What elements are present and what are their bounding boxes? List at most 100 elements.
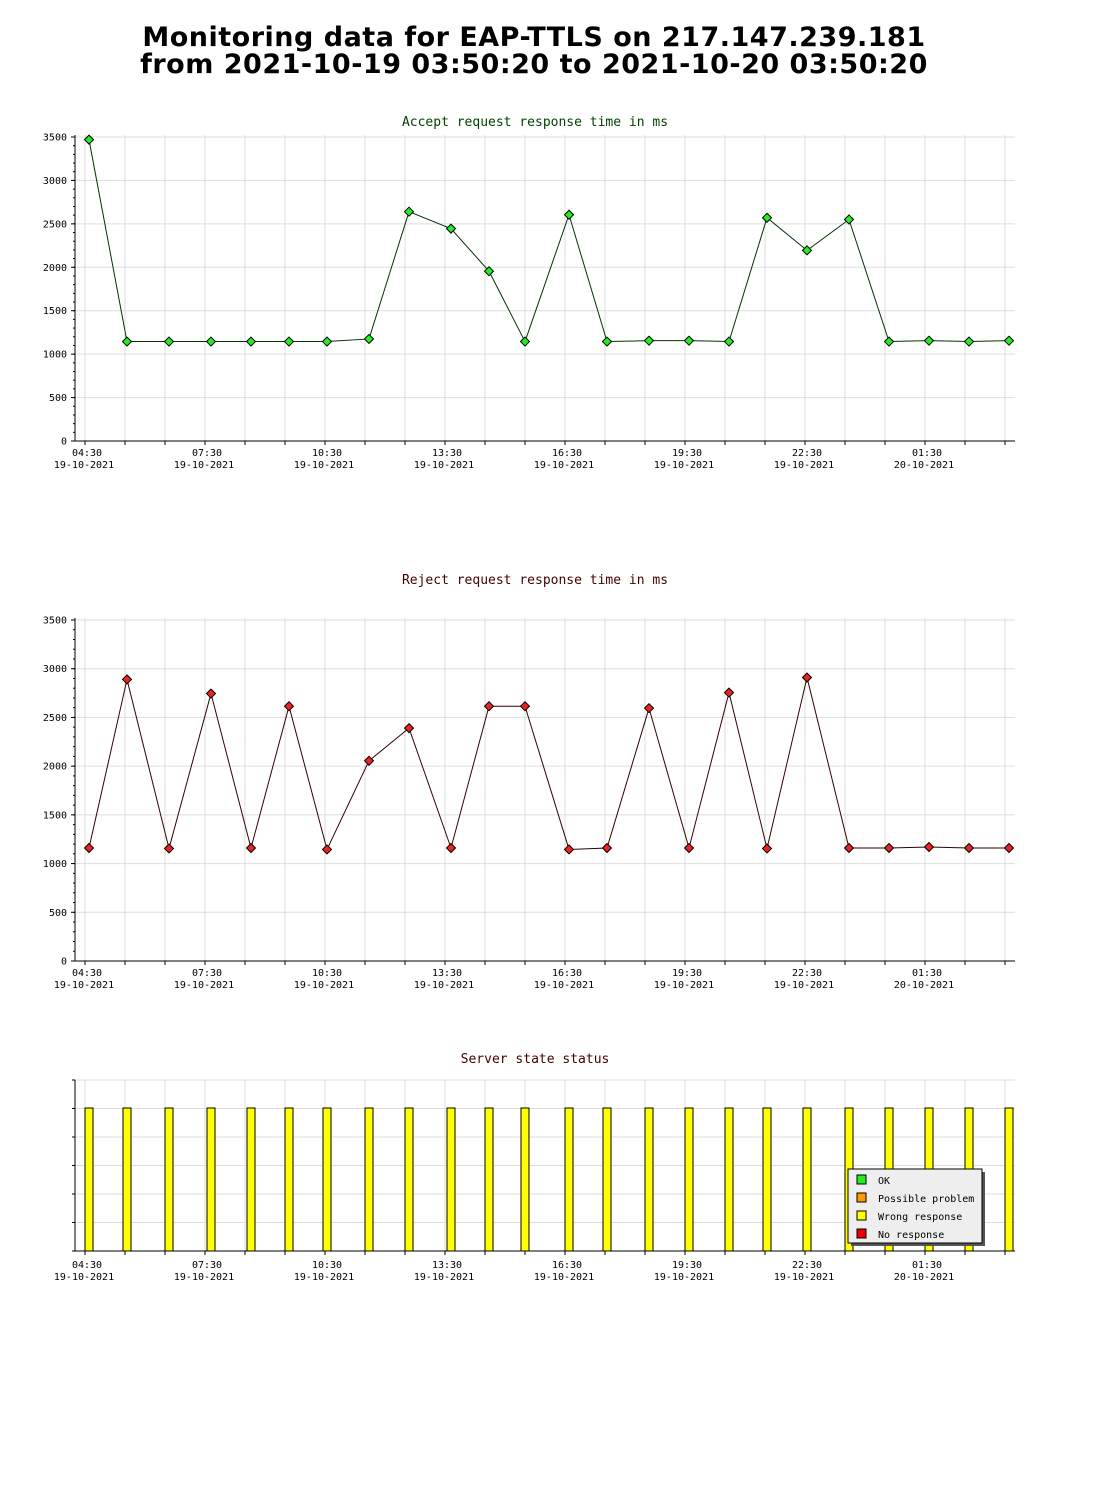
data-point <box>1003 842 1015 854</box>
data-point <box>363 333 375 345</box>
data-point <box>723 336 735 347</box>
status-bar <box>802 1107 812 1252</box>
x-tick-label-time: 01:30 <box>912 1260 942 1271</box>
status-bar <box>684 1107 694 1252</box>
status-bar <box>602 1107 612 1252</box>
data-point <box>245 336 257 347</box>
data-point <box>205 688 217 699</box>
data-point <box>883 336 895 347</box>
y-tick-label: 1500 <box>43 810 67 821</box>
x-tick-label-date: 19-10-2021 <box>414 460 474 471</box>
x-tick-label-date: 19-10-2021 <box>774 980 834 991</box>
chart-2: Reject request response time in ms 0 500 10… <box>43 573 1015 991</box>
x-tick-label-time: 13:30 <box>432 448 462 459</box>
status-bar <box>84 1107 94 1252</box>
data-point <box>683 842 695 854</box>
x-tick-label-time: 19:30 <box>672 968 702 979</box>
data-point <box>963 842 975 854</box>
data-point <box>163 843 175 854</box>
x-tick-label-time: 10:30 <box>312 448 342 459</box>
data-point <box>801 672 813 683</box>
data-point <box>403 206 415 217</box>
chart-1: Accept request response time in ms 0 500 10… <box>43 115 1015 471</box>
data-point <box>923 335 935 346</box>
x-tick-label-date: 19-10-2021 <box>174 1272 234 1283</box>
x-tick-label-time: 10:30 <box>312 1260 342 1271</box>
data-point <box>723 687 735 698</box>
legend-swatch <box>856 1174 867 1185</box>
series-line <box>88 677 1009 851</box>
x-tick-label-time: 13:30 <box>432 968 462 979</box>
x-tick-label-date: 19-10-2021 <box>294 1272 354 1283</box>
status-bar <box>564 1107 574 1252</box>
legend-swatch <box>856 1210 867 1221</box>
data-point <box>519 336 531 347</box>
x-tick-label-time: 16:30 <box>552 448 582 459</box>
x-tick-label-time: 07:30 <box>192 1260 222 1271</box>
data-point <box>245 842 257 854</box>
y-axis: 0 500 1000 1500 2000 2500 3000 3500 <box>43 133 1015 448</box>
y-tick-label: 2500 <box>43 219 67 230</box>
y-tick-label: 3000 <box>43 176 67 187</box>
data-point <box>483 701 495 712</box>
page-title: Monitoring data for EAP-TTLS on 217.147.… <box>0 24 1068 78</box>
x-tick-label-time: 01:30 <box>912 968 942 979</box>
x-axis: 04:3019-10-202107:3019-10-202110:3019-10… <box>54 441 1006 471</box>
chart-title: Reject request response time in ms <box>402 573 668 588</box>
legend-label: OK <box>878 1176 890 1187</box>
data-point <box>923 841 935 853</box>
legend-swatch <box>856 1228 867 1239</box>
status-bar <box>246 1107 256 1252</box>
x-tick-label-time: 04:30 <box>72 1260 102 1271</box>
data-point <box>761 843 773 854</box>
y-tick-label: 2000 <box>43 263 67 274</box>
data-point <box>883 842 895 854</box>
data-point <box>563 209 575 220</box>
series-line <box>88 139 1010 343</box>
status-bar <box>446 1107 456 1252</box>
x-tick-label-date: 19-10-2021 <box>54 1272 114 1283</box>
data-point <box>121 336 133 347</box>
legend-label: No response <box>878 1230 944 1241</box>
x-tick-label-date: 19-10-2021 <box>654 980 714 991</box>
x-tick-label-date: 19-10-2021 <box>414 980 474 991</box>
y-tick-label: 2000 <box>43 762 67 773</box>
page-title-line-2: from 2021-10-19 03:50:20 to 2021-10-20 0… <box>140 49 928 80</box>
data-point <box>363 755 375 766</box>
y-tick-label: 1000 <box>43 859 67 870</box>
x-tick-label-date: 19-10-2021 <box>534 460 594 471</box>
x-tick-label-time: 10:30 <box>312 968 342 979</box>
data-point <box>163 336 175 347</box>
y-tick-label: 3000 <box>43 664 67 675</box>
data-point <box>801 245 813 256</box>
y-tick-label: 1500 <box>43 306 67 317</box>
status-bar <box>404 1107 414 1252</box>
data-point <box>445 223 457 234</box>
data-point <box>321 336 333 347</box>
status-bar <box>284 1107 294 1252</box>
data-point <box>1003 335 1015 346</box>
data-point <box>601 336 613 347</box>
data-point <box>761 212 773 223</box>
series-markers <box>83 672 1015 855</box>
data-point <box>563 844 575 855</box>
y-tick-label: 0 <box>61 437 67 448</box>
data-point <box>83 134 95 145</box>
data-point <box>643 335 655 346</box>
data-point <box>519 701 531 712</box>
y-tick-label: 500 <box>49 908 67 919</box>
x-tick-label-date: 19-10-2021 <box>654 1272 714 1283</box>
x-tick-label-date: 19-10-2021 <box>414 1272 474 1283</box>
x-tick-label-date: 19-10-2021 <box>294 980 354 991</box>
data-point <box>843 214 855 225</box>
legend-box <box>847 1168 983 1244</box>
legend-swatch <box>856 1192 867 1203</box>
x-tick-label-date: 19-10-2021 <box>174 980 234 991</box>
data-point <box>843 842 855 854</box>
status-bar <box>484 1107 494 1252</box>
data-point <box>483 265 495 277</box>
status-bar <box>644 1107 654 1252</box>
x-tick-label-date: 20-10-2021 <box>894 980 954 991</box>
x-tick-label-time: 13:30 <box>432 1260 462 1271</box>
